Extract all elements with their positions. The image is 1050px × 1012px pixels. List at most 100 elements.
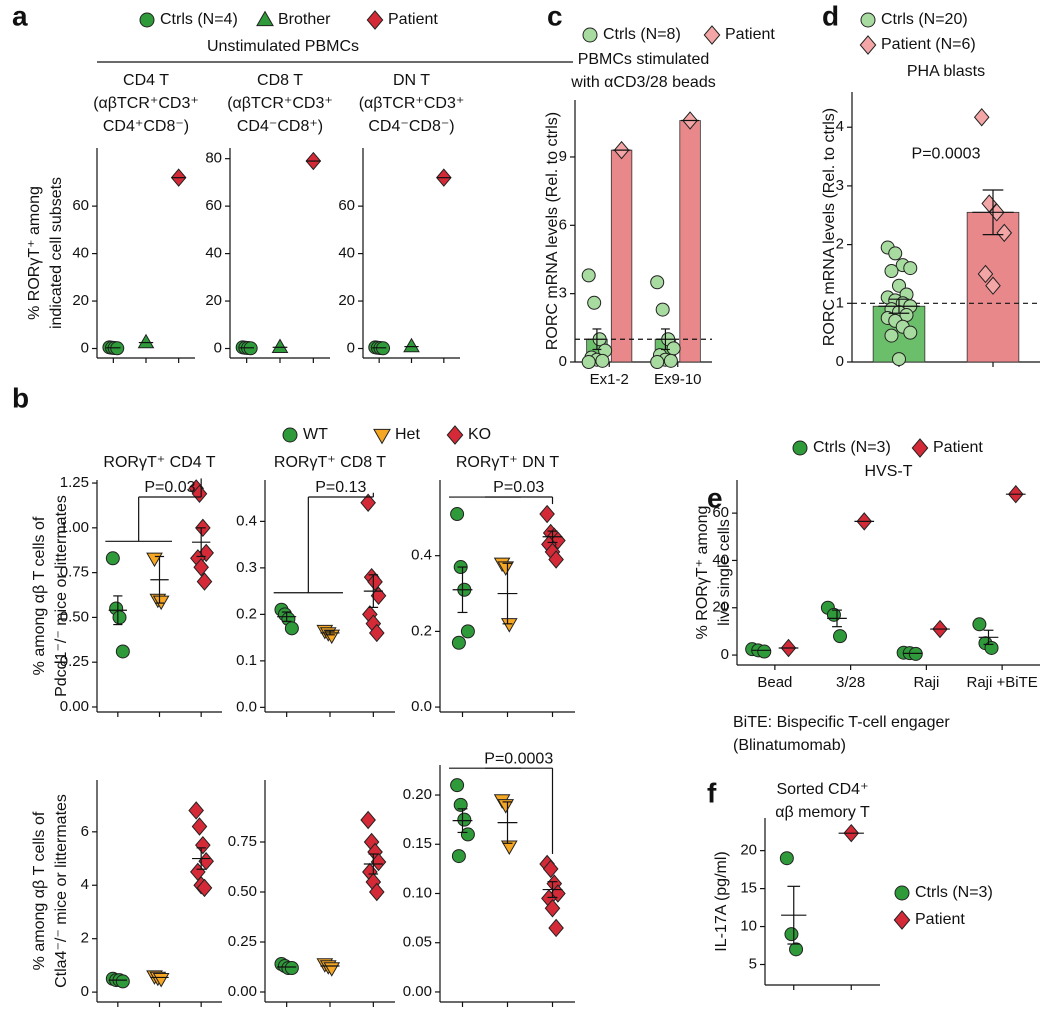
- y-axis-label: % RORγT⁺ among: [694, 506, 711, 640]
- chart-title: HVS-T: [865, 463, 913, 480]
- y-tick-label: 2: [81, 930, 89, 947]
- data-point: [833, 629, 848, 644]
- data-point: [500, 618, 518, 633]
- data-point: [984, 640, 999, 655]
- y-tick-label: 3: [836, 177, 844, 194]
- legend-marker: [859, 35, 877, 55]
- y-tick-label: 10: [740, 918, 757, 935]
- data-point: [650, 355, 665, 369]
- y-tick-label: 0.3: [236, 559, 257, 576]
- data-point: [460, 624, 475, 639]
- data-point: [191, 484, 208, 504]
- data-point: [188, 801, 204, 820]
- y-tick-label: 0.75: [60, 564, 89, 581]
- y-tick-label: 0: [214, 339, 222, 356]
- y-axis-label: Pdcd1⁻/⁻ mice or littermates: [53, 495, 70, 697]
- legend-marker: [282, 427, 298, 443]
- chart-title: RORγT⁺ DN T: [456, 454, 559, 471]
- y-tick-label: 5: [749, 955, 757, 972]
- y-tick-label: 0.1: [236, 652, 257, 669]
- data-point: [112, 610, 127, 625]
- data-point: [403, 337, 420, 353]
- y-tick-label: 0.2: [236, 605, 257, 622]
- data-point: [367, 572, 383, 592]
- y-tick-label: 20: [740, 842, 757, 859]
- data-point: [650, 275, 665, 290]
- legend-marker: [446, 425, 464, 445]
- y-tick-label: 4: [836, 118, 844, 135]
- chart-title: RORγT⁺ CD4 T: [103, 454, 215, 471]
- y-tick-label: 0.25: [60, 653, 89, 670]
- y-tick-label: 0: [347, 339, 355, 356]
- chart-title: CD4⁺CD8⁻): [103, 118, 189, 135]
- data-point: [360, 810, 376, 830]
- panel-letter: f: [707, 777, 717, 808]
- chart-title: PBMCs stimulated: [578, 51, 710, 68]
- data-point: [663, 353, 678, 368]
- legend-label: Ctrls (N=4): [160, 11, 238, 28]
- chart-title: (αβTCR⁺CD3⁺: [227, 95, 333, 112]
- y-tick-label: 0.15: [403, 835, 432, 852]
- data-point: [368, 882, 385, 902]
- panel-letter: c: [547, 0, 563, 31]
- y-axis-label: % RORγT⁺ among: [26, 186, 43, 320]
- data-point: [903, 261, 918, 276]
- y-tick-label: 40: [72, 245, 89, 262]
- y-tick-label: 0.0: [236, 698, 257, 715]
- x-tick-label: Bead: [757, 674, 792, 691]
- legend-label: Patient: [725, 26, 775, 43]
- data-point: [195, 835, 211, 855]
- y-tick-label: 3: [559, 285, 567, 302]
- x-tick-label: Raji: [913, 674, 939, 691]
- x-tick-label: Ex9-10: [654, 371, 702, 388]
- panel-letter: d: [822, 0, 839, 31]
- x-tick-label: Ex1-2: [590, 371, 629, 388]
- data-point: [284, 961, 299, 975]
- y-tick-label: 0.0: [411, 698, 432, 715]
- y-tick-label: 1: [836, 294, 844, 311]
- y-tick-label: 6: [81, 823, 89, 840]
- legend-marker: [894, 885, 910, 901]
- data-point: [105, 551, 120, 566]
- y-tick-label: 0.00: [403, 983, 432, 1000]
- data-point: [542, 859, 559, 879]
- panel-letter: b: [12, 382, 29, 413]
- chart-title: CD4⁻CD8⁻): [368, 118, 454, 135]
- legend-label: Patient (N=6): [881, 36, 976, 53]
- legend-marker: [893, 910, 911, 930]
- panel-header: Unstimulated PBMCs: [207, 38, 359, 55]
- y-tick-label: 0.50: [228, 883, 257, 900]
- y-tick-label: 20: [72, 292, 89, 309]
- y-tick-label: 6: [559, 216, 567, 233]
- y-tick-label: 60: [712, 504, 729, 521]
- y-tick-label: 20: [338, 292, 355, 309]
- legend-label: WT: [303, 426, 328, 443]
- chart-title: PHA blasts: [907, 63, 985, 80]
- y-tick-label: 60: [72, 197, 89, 214]
- bar: [610, 149, 633, 363]
- data-point: [884, 264, 899, 279]
- data-point: [666, 341, 681, 356]
- data-point: [500, 840, 518, 856]
- y-tick-label: 9: [559, 148, 567, 165]
- data-point: [115, 974, 130, 989]
- y-axis-label: RORC mRNA levels (Rel. to ctrls): [544, 112, 561, 350]
- p-value: P=0.13: [315, 479, 366, 496]
- legend-marker: [703, 25, 721, 45]
- y-tick-label: 0.10: [403, 884, 432, 901]
- data-point: [284, 621, 299, 636]
- y-tick-label: 0.05: [403, 934, 432, 951]
- footnote: (Blinatumomab): [733, 737, 846, 754]
- y-axis-label: IL-17A (pg/ml): [713, 851, 730, 951]
- data-point: [539, 504, 555, 524]
- data-point: [196, 878, 213, 898]
- legend-label: Patient: [933, 439, 983, 456]
- legend-label: Brother: [278, 11, 331, 28]
- x-tick-label: Raji +BiTE: [966, 674, 1037, 691]
- y-tick-label: 0.00: [228, 983, 257, 1000]
- y-tick-label: 1.00: [60, 519, 89, 536]
- y-axis-label: RORC mRNA levels (Rel. to ctrls): [821, 108, 838, 346]
- data-point: [892, 278, 906, 293]
- data-point: [460, 827, 475, 842]
